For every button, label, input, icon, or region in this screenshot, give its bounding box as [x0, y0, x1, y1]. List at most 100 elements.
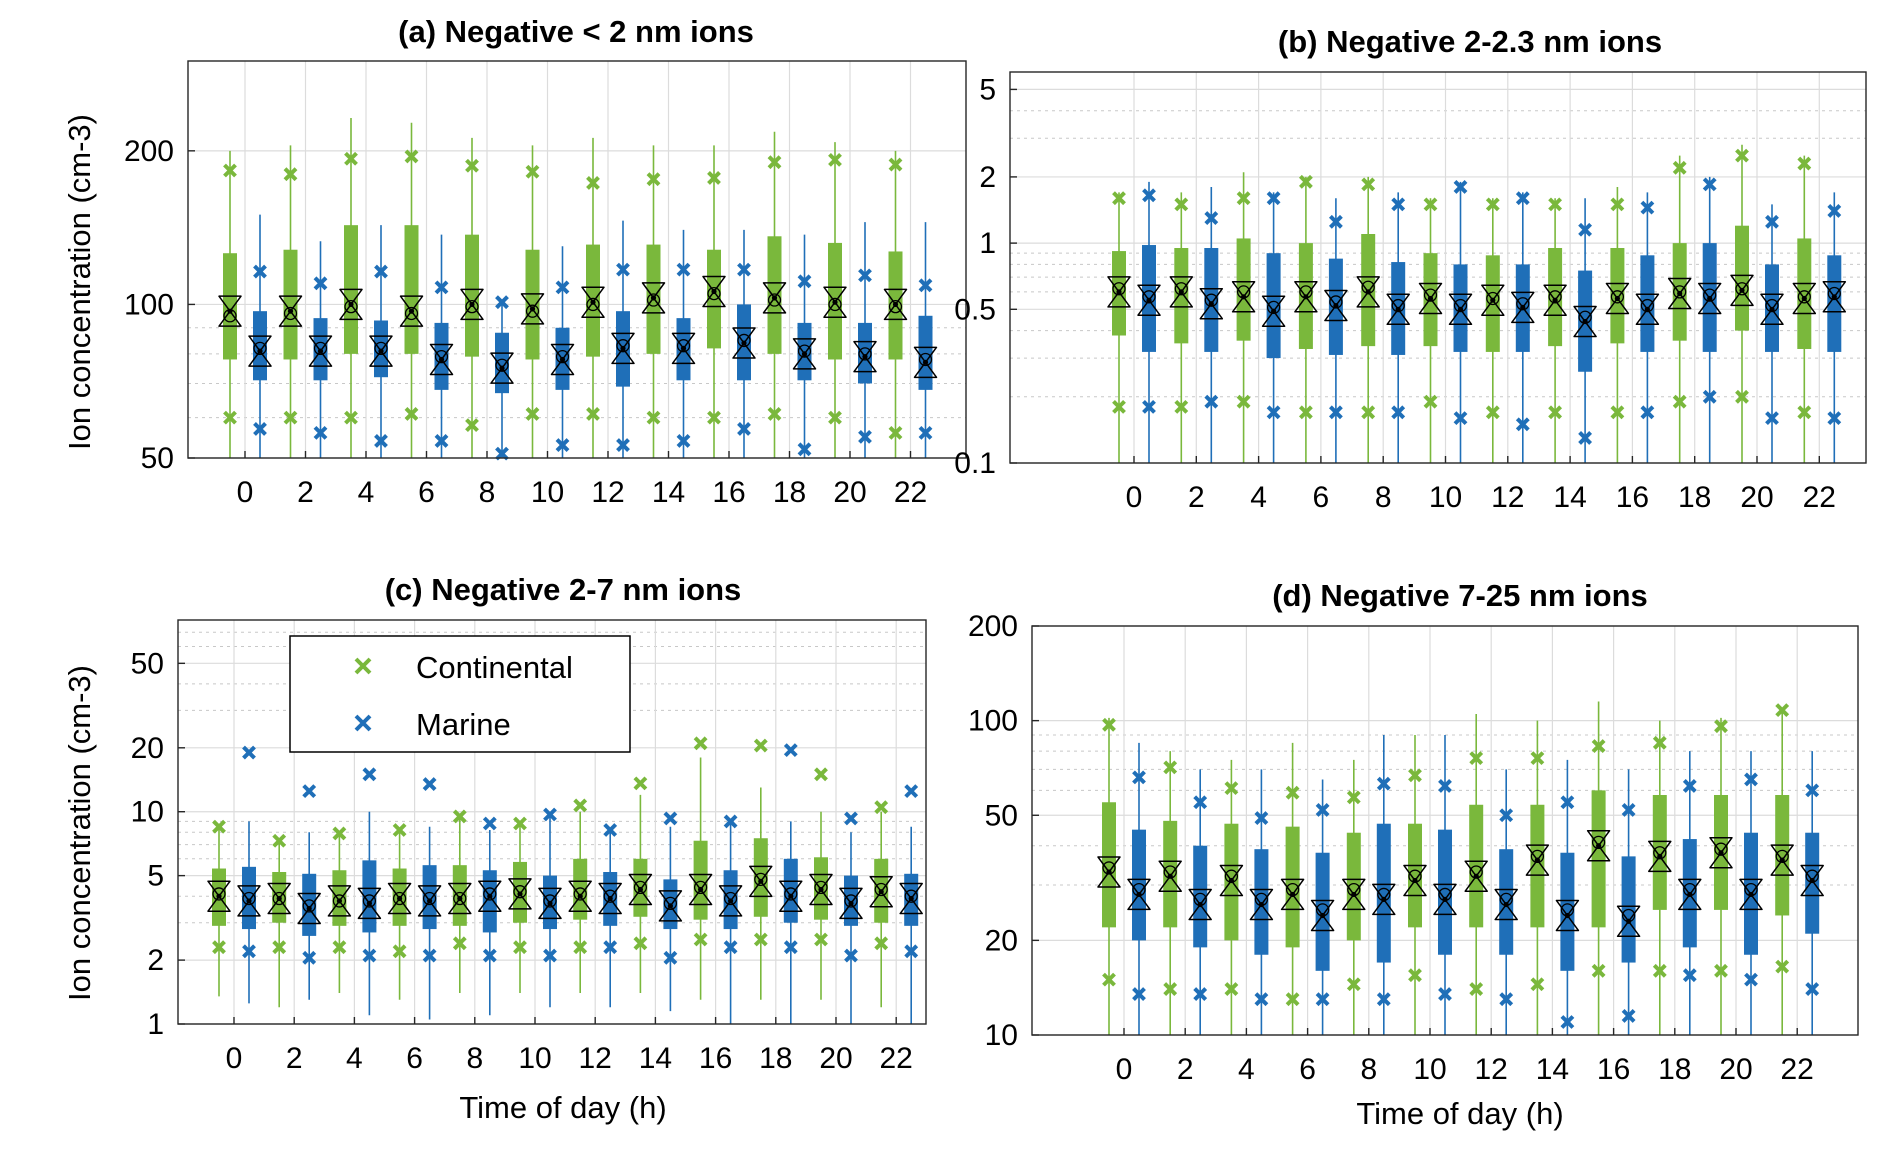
p5-marker: [1266, 405, 1281, 420]
mean-marker: [586, 297, 600, 312]
median-notch: [913, 346, 938, 379]
p95-marker: [313, 276, 328, 291]
median-dot: [637, 886, 644, 893]
p5-marker: [1438, 987, 1452, 1001]
x-tick-label: 0: [237, 476, 254, 509]
box-continental-0: [1097, 717, 1121, 1035]
box-continental-6: [1294, 174, 1318, 463]
p95-marker: [1610, 197, 1625, 212]
median-dot: [908, 895, 914, 902]
box-continental-2: [267, 833, 291, 1008]
p5-marker: [814, 932, 828, 947]
box-continental-14: [1525, 720, 1550, 1035]
mean-marker: [1827, 286, 1841, 301]
mean-marker: [797, 344, 812, 358]
median-dot: [1136, 891, 1142, 898]
iqr-box: [1797, 238, 1812, 349]
x-tick-label: 20: [819, 1042, 852, 1075]
iqr-box: [1610, 248, 1625, 344]
median-dot: [922, 359, 929, 365]
p95-marker: [1328, 214, 1343, 229]
p5-marker: [1285, 992, 1300, 1007]
x-tick-label: 20: [1719, 1053, 1752, 1086]
median-notch: [508, 878, 532, 910]
p5-marker: [783, 940, 798, 955]
box-continental-22: [1792, 155, 1817, 463]
iqr-box: [253, 311, 267, 381]
box-marine-0: [237, 745, 261, 1004]
median-notch: [417, 885, 442, 917]
x-tick-label: 10: [531, 476, 564, 509]
median-dot: [832, 299, 838, 305]
p5-marker: [1391, 405, 1406, 420]
box-continental-10: [508, 816, 532, 993]
mean-marker: [844, 894, 858, 908]
median-notch: [308, 335, 333, 367]
p95-marker: [1591, 739, 1606, 753]
mean-marker: [918, 352, 933, 367]
p5-marker: [633, 936, 648, 951]
iqr-box: [1236, 238, 1251, 341]
x-tick-label: 18: [1678, 481, 1711, 514]
mean-marker: [404, 306, 419, 321]
iqr-box: [1193, 845, 1208, 948]
legend: Continental Marine: [289, 635, 631, 753]
box-marine-10: [538, 807, 562, 1008]
panel-c-title: (c) Negative 2-7 nm ions: [385, 572, 742, 607]
median-dot: [1614, 295, 1620, 302]
median-dot: [1748, 891, 1754, 898]
x-tick-label: 18: [1658, 1053, 1691, 1086]
iqr-box: [1827, 255, 1842, 352]
box-marine-10: [550, 246, 575, 458]
p95-marker: [1672, 160, 1687, 175]
median-dot: [862, 354, 868, 360]
y-tick-label: 5: [147, 860, 164, 893]
p95-marker: [1376, 776, 1391, 791]
median-dot: [1657, 853, 1663, 859]
x-tick-label: 6: [406, 1042, 423, 1075]
median-dot: [348, 301, 354, 308]
mean-marker: [422, 891, 437, 906]
x-tick-label: 10: [1413, 1053, 1446, 1086]
median-notch: [1822, 281, 1847, 313]
median-dot: [487, 893, 493, 899]
median-dot: [1178, 289, 1184, 295]
box-continental-18: [1667, 155, 1692, 463]
median-dot: [1769, 306, 1775, 312]
median-notch: [1199, 287, 1224, 320]
mean-marker: [814, 880, 828, 895]
p5-marker: [573, 940, 588, 955]
p5-marker: [362, 948, 377, 963]
p5-marker: [1744, 972, 1758, 987]
x-tick-label: 16: [1597, 1053, 1630, 1086]
p5-marker: [1132, 987, 1146, 1001]
p5-marker: [1621, 1009, 1636, 1023]
p95-marker: [434, 280, 449, 295]
p5-marker: [1735, 389, 1749, 404]
median-dot: [620, 345, 626, 351]
median-notch: [1324, 289, 1348, 322]
p5-marker: [797, 442, 812, 457]
box-continental-0: [207, 819, 231, 997]
p5-marker: [1560, 1015, 1575, 1029]
p95-marker: [1499, 808, 1514, 823]
p95-marker: [1765, 214, 1779, 229]
box-marine-4: [1249, 769, 1274, 1035]
median-dot: [1473, 873, 1479, 879]
median-notch: [1792, 282, 1817, 315]
x-tick-label: 6: [1299, 1053, 1316, 1086]
x-tick-label: 22: [1803, 481, 1836, 514]
box-marine-6: [417, 777, 442, 1020]
box-continental-8: [1356, 176, 1380, 463]
mean-marker: [1591, 835, 1606, 850]
x-tick-label: 18: [759, 1042, 792, 1075]
p95-marker: [543, 807, 557, 822]
median-dot: [469, 301, 475, 308]
x-tick-label: 6: [1313, 481, 1330, 514]
p5-marker: [646, 410, 661, 425]
median-notch: [387, 882, 412, 915]
mean-marker: [1610, 290, 1625, 304]
panel-a-y-axis-label: Ion concentration (cm-3): [62, 114, 97, 450]
p5-marker: [1682, 968, 1697, 983]
p95-marker: [1254, 811, 1269, 825]
